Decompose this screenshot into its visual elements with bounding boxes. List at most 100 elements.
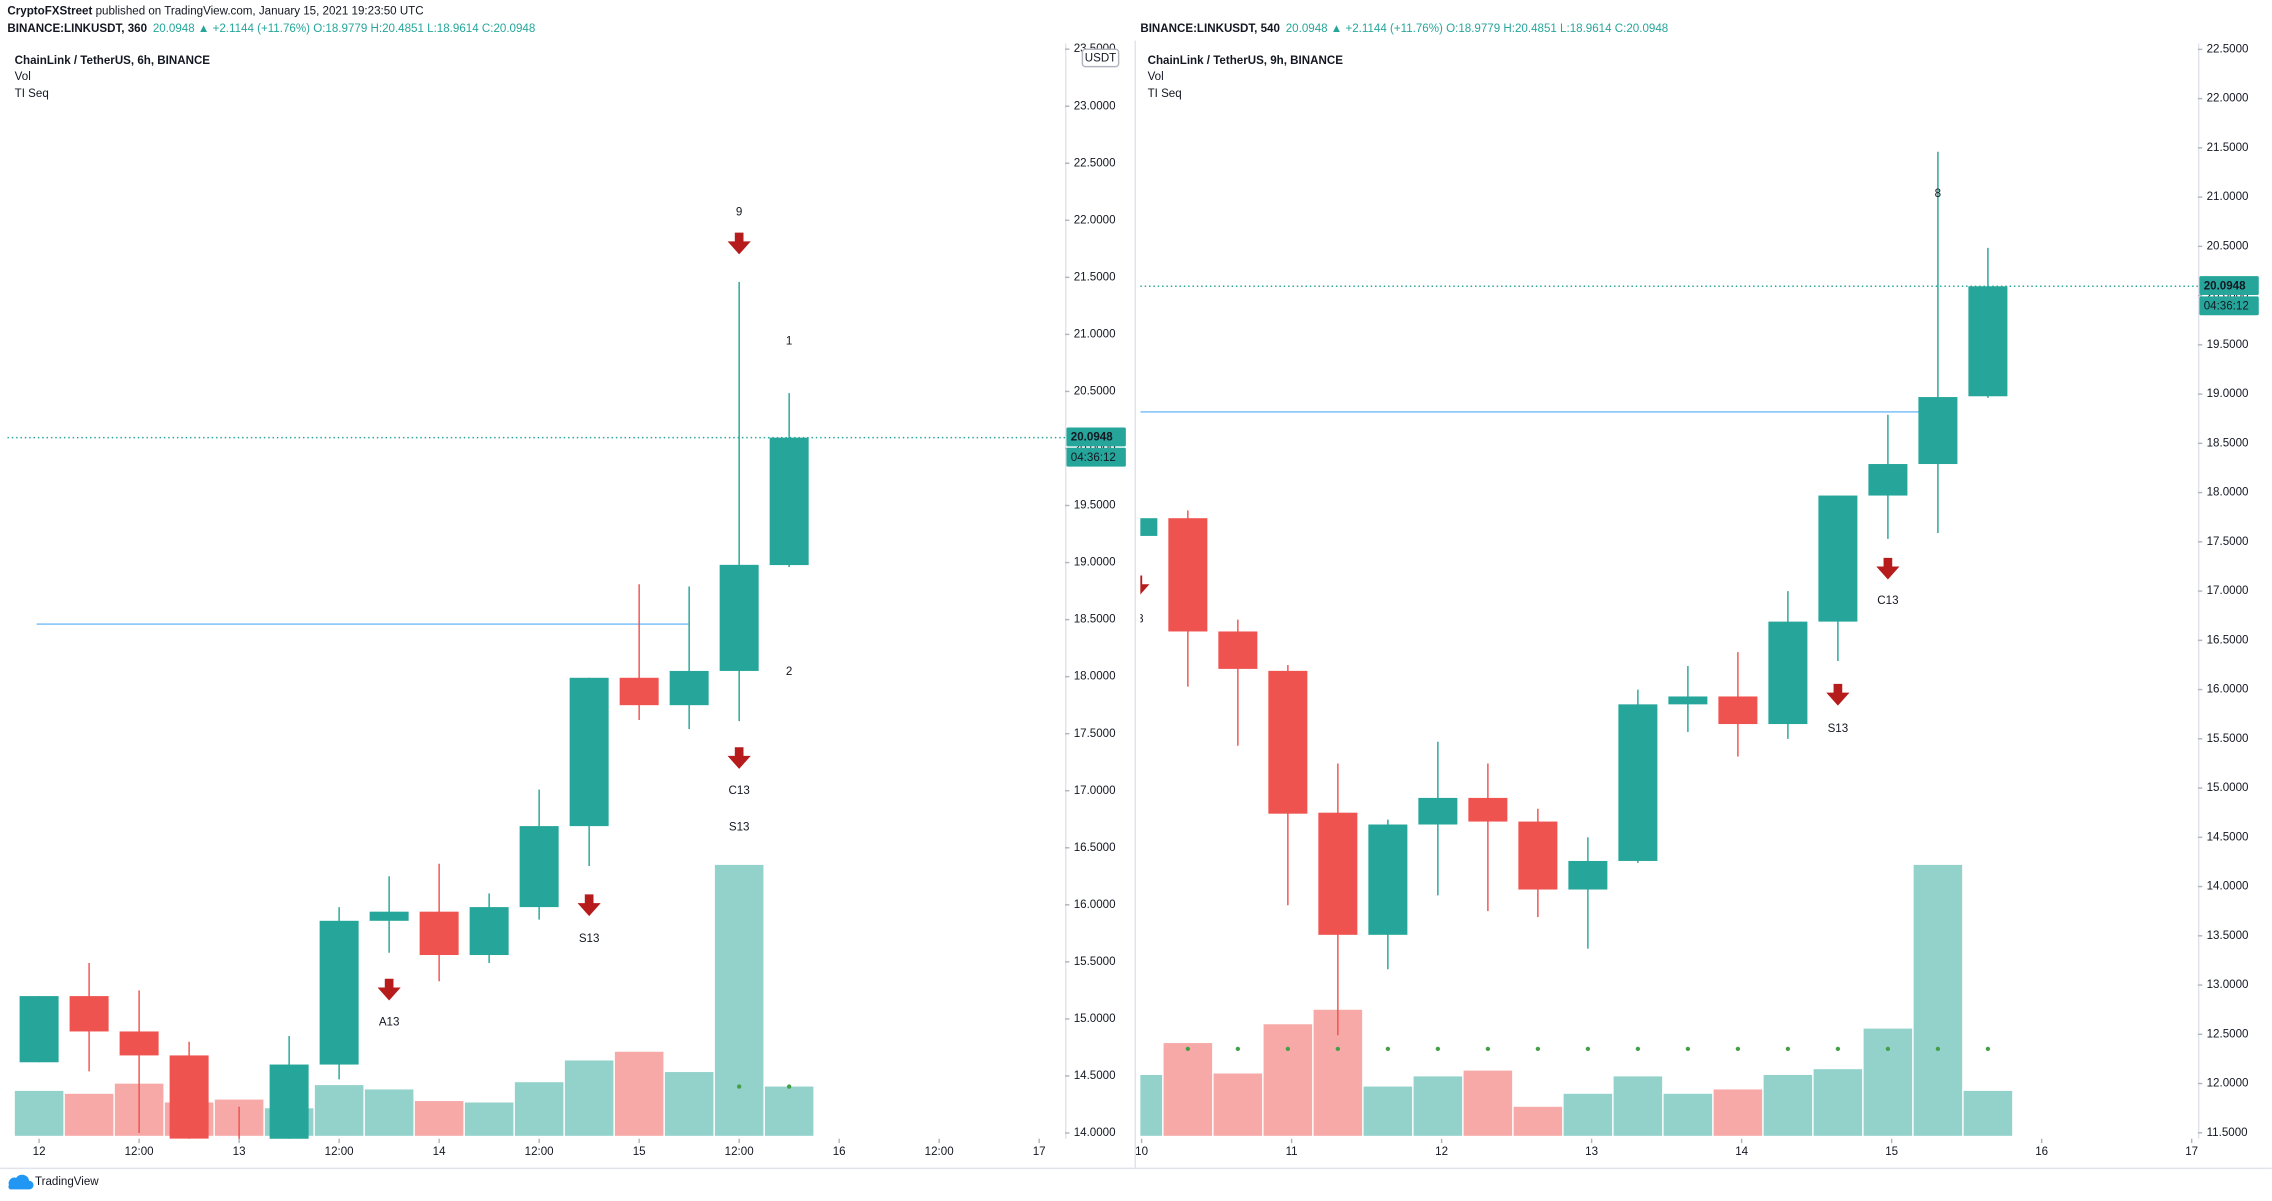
y-tick-label: 13.0000 <box>2207 979 2249 991</box>
candle-body <box>119 1031 159 1056</box>
y-tick-label: 19.0000 <box>1074 557 1116 569</box>
signal-label: A13 <box>379 1016 400 1028</box>
currency-box <box>1081 48 1120 68</box>
volume-bar <box>1963 1090 2013 1136</box>
x-tick-label: 11 <box>1286 1146 1298 1158</box>
y-tick-label: 14.5000 <box>2207 831 2249 843</box>
candle-body <box>1768 621 1808 725</box>
y-tick-label: 21.5000 <box>2207 142 2249 154</box>
candle-body <box>1918 397 1958 465</box>
y-tick-label: 16.5000 <box>1074 842 1116 854</box>
volume-bar <box>1763 1074 1813 1136</box>
countdown-tag <box>1066 447 1126 467</box>
candle-body <box>19 996 59 1063</box>
volume-bar <box>1613 1076 1663 1136</box>
signal-label: C13 <box>729 785 750 797</box>
volume-bar <box>64 1093 114 1136</box>
y-tick-label: 17.5000 <box>2207 536 2249 548</box>
signal-label: 3 <box>1137 614 1143 626</box>
indicator-legend: Vol <box>1148 71 1164 83</box>
symbol-line: BINANCE:LINKUSDT, 540 20.0948 ▲ +2.1144 (… <box>1140 23 1668 35</box>
price-tag-label: 20.0948 <box>1071 432 1113 444</box>
volume-bar <box>364 1089 414 1136</box>
seq-dot <box>1935 1046 1941 1052</box>
signal-arrow <box>1826 683 1850 706</box>
plot-area: C13 S13 3 8 <box>1137 151 2198 1136</box>
candle-body <box>1618 704 1658 861</box>
volume-bar <box>1813 1069 1863 1136</box>
candle-body <box>69 996 109 1032</box>
symbol: BINANCE:LINKUSDT, 540 <box>1140 23 1280 35</box>
signal-arrow <box>727 232 751 255</box>
x-tick-label: 12:00 <box>325 1146 354 1158</box>
y-tick-label: 18.0000 <box>1074 671 1116 683</box>
quote: 20.0948 ▲ +2.1144 (+11.76%) O:18.9779 H:… <box>153 23 535 35</box>
candle-body <box>1418 797 1458 825</box>
currency-label: USDT <box>1085 53 1117 65</box>
x-tick-label: 16 <box>833 1146 846 1158</box>
volume-bar <box>714 864 764 1136</box>
candle-body <box>769 437 809 566</box>
sequential-count: 8 <box>1935 188 1941 200</box>
y-tick-label: 22.0000 <box>1074 214 1116 226</box>
y-tick-label: 16.5000 <box>2207 634 2249 646</box>
candle-body <box>1568 860 1608 890</box>
candle-body <box>569 677 609 827</box>
signal-label: 9 <box>736 206 742 218</box>
candle-body <box>1668 696 1708 705</box>
signal-arrow <box>1876 557 1900 580</box>
candle-body <box>419 911 459 956</box>
candle-body <box>1218 631 1258 669</box>
candle-body <box>719 564 759 671</box>
seq-dot <box>1435 1046 1441 1052</box>
seq-dot <box>1885 1046 1891 1052</box>
y-tick-label: 14.0000 <box>2207 881 2249 893</box>
seq-dot <box>1285 1046 1291 1052</box>
seq-dot <box>786 1084 792 1089</box>
volume-bar <box>414 1101 464 1136</box>
y-tick-label: 23.0000 <box>1074 100 1116 112</box>
x-tick-label: 13 <box>1585 1146 1598 1158</box>
publish-line: CryptoFXStreet published on TradingView.… <box>7 6 423 18</box>
symbol: BINANCE:LINKUSDT, 360 <box>7 23 147 35</box>
x-tick-label: 15 <box>633 1146 646 1158</box>
volume-bar <box>1863 1028 1913 1136</box>
volume-bar <box>1563 1093 1613 1136</box>
candle-body <box>1468 797 1508 822</box>
volume-bar <box>1913 864 1963 1136</box>
y-tick-label: 18.5000 <box>1074 614 1116 626</box>
volume-bar <box>614 1051 664 1136</box>
candle-body <box>1968 286 2008 397</box>
price-tag <box>1066 427 1126 447</box>
seq-dot <box>1585 1046 1591 1052</box>
seq-dot <box>1735 1046 1741 1052</box>
candle-body <box>619 677 659 706</box>
x-tick-label: 17 <box>2185 1146 2198 1158</box>
volume-bar <box>1140 1074 1163 1136</box>
y-tick-label: 16.0000 <box>1074 899 1116 911</box>
y-tick-label: 17.5000 <box>1074 728 1116 740</box>
candle-body <box>1518 821 1558 890</box>
y-tick-label: 19.5000 <box>2207 339 2249 351</box>
x-tick-label: 12:00 <box>125 1146 154 1158</box>
volume-bar <box>1713 1089 1763 1136</box>
sequential-count: 1 <box>786 335 792 347</box>
countdown-label: 04:36:12 <box>2204 301 2249 313</box>
volume-bar <box>564 1060 614 1136</box>
x-tick-label: 15 <box>1885 1146 1898 1158</box>
signal-arrow <box>577 894 601 917</box>
candle-body <box>369 911 409 921</box>
seq-dot <box>1485 1046 1491 1052</box>
y-tick-label: 21.0000 <box>1074 328 1116 340</box>
candle-body <box>669 670 709 706</box>
x-tick-label: 14 <box>433 1146 446 1158</box>
y-tick-label: 12.0000 <box>2207 1078 2249 1090</box>
y-tick-label: 17.0000 <box>1074 785 1116 797</box>
logo <box>8 1174 34 1190</box>
volume-bar <box>1213 1073 1263 1136</box>
volume-bar <box>1463 1070 1513 1136</box>
price-tag-label: 20.0948 <box>2204 280 2246 292</box>
x-tick-label: 13 <box>233 1146 246 1158</box>
indicator-legend: Vol <box>15 71 31 83</box>
candle-body <box>1168 518 1208 632</box>
